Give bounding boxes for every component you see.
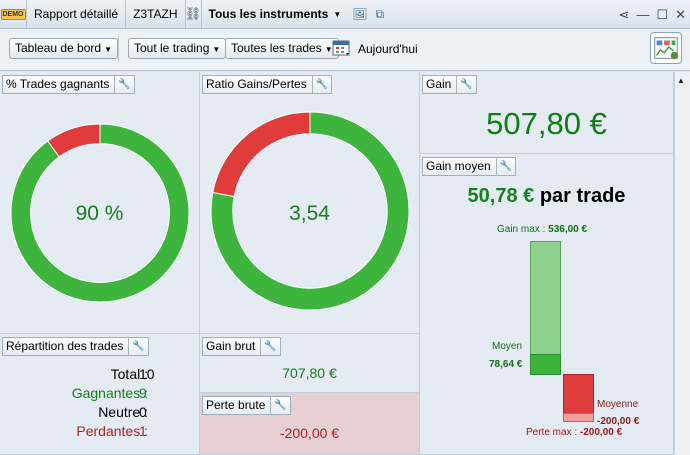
gross-loss-panel: Perte brute 🔧 -200,00 € [200, 393, 420, 455]
scroll-up-icon[interactable]: ▲ [677, 76, 685, 85]
avg-gain-amount: 78,64 € [489, 359, 523, 370]
avg-gain-header[interactable]: Gain moyen 🔧 [422, 157, 517, 176]
gross-gain-value: 707,80 € [282, 365, 337, 381]
ratio-green-slice [210, 111, 410, 311]
wrench-icon[interactable]: 🔧 [495, 158, 512, 175]
avg-gain-panel: Gain moyen 🔧 50,78 € par trade Gain max :… [420, 154, 674, 455]
ratio-red-slice [212, 111, 311, 198]
gain-panel: Gain 🔧 507,80 € [420, 72, 674, 154]
avg-gain-label: Moyen [492, 341, 523, 352]
minimize-icon[interactable]: — [636, 7, 650, 22]
avg-loss-label: Moyenne [597, 399, 639, 410]
win-rate-donut [10, 123, 190, 303]
win-rate-green-slice [10, 123, 190, 303]
toolbar-separator [118, 36, 119, 62]
win-rate-red-slice [46, 123, 101, 158]
gross-loss-value: -200,00 € [279, 425, 340, 441]
win-rate-header[interactable]: % Trades gagnants 🔧 [2, 75, 135, 94]
wrench-icon[interactable]: 🔧 [114, 76, 131, 93]
avg-gain-per-trade: 50,78 € par trade [467, 185, 626, 207]
wrench-icon[interactable]: 🔧 [311, 76, 328, 93]
wrench-icon[interactable]: 🔧 [260, 338, 277, 355]
trades-dropdown[interactable]: Toutes les trades ▼ [225, 38, 339, 59]
title-bar: DEMO Rapport détaillé Z3TAZH ⛓ Tous les … [0, 0, 690, 29]
gain-header[interactable]: Gain 🔧 [422, 75, 477, 94]
gain-value: 507,80 € [486, 106, 607, 141]
max-loss-bar [563, 413, 594, 422]
period-dropdown[interactable]: Aujourd'hui [358, 42, 418, 56]
close-icon[interactable]: ✕ [675, 6, 686, 22]
link-icon[interactable]: ⛓ [185, 0, 202, 29]
distribution-panel: Répartition des trades 🔧 Total :10 Gagnan… [0, 334, 200, 455]
avg-gain-bar [530, 354, 561, 375]
distribution-header[interactable]: Répartition des trades 🔧 [2, 337, 149, 356]
wrench-icon[interactable]: 🔧 [456, 76, 473, 93]
gross-loss-header[interactable]: Perte brute 🔧 [202, 396, 291, 415]
report-title: Rapport détaillé [27, 0, 127, 29]
ratio-header[interactable]: Ratio Gains/Pertes 🔧 [202, 75, 333, 94]
copy-icon[interactable]: ⧉ [375, 6, 385, 21]
ratio-value: 3,54 [289, 202, 330, 225]
vertical-scrollbar[interactable]: ▲ [674, 72, 690, 455]
trading-dropdown[interactable]: Tout le trading ▼ [128, 38, 227, 59]
calendar-icon[interactable] [332, 38, 352, 58]
image-icon[interactable]: 🖼 [352, 7, 368, 21]
dashboard-settings-icon[interactable] [650, 32, 682, 64]
avg-loss-amount: -200,00 € [597, 416, 640, 427]
max-gain-label: Gain max : 536,00 € [497, 224, 588, 235]
ratio-panel: Ratio Gains/Pertes 🔧 3,54 [200, 72, 420, 334]
maximize-icon[interactable]: ☐ [656, 6, 669, 22]
dashboard-dropdown[interactable]: Tableau de bord ▼ [9, 38, 118, 59]
win-rate-value: 90 % [75, 202, 124, 225]
wrench-icon[interactable]: 🔧 [128, 338, 145, 355]
win-rate-panel: % Trades gagnants 🔧 90 % [0, 72, 200, 334]
instruments-dropdown[interactable]: Tous les instruments ▼ [208, 7, 342, 21]
max-gain-bar [530, 241, 561, 375]
wrench-icon[interactable]: 🔧 [270, 397, 287, 414]
share-icon[interactable]: ⋖ [618, 6, 630, 22]
gross-gain-header[interactable]: Gain brut 🔧 [202, 337, 281, 356]
max-loss-label: Perte max : -200,00 € [526, 427, 623, 438]
demo-badge: DEMO [0, 0, 27, 29]
account-id[interactable]: Z3TAZH [126, 0, 186, 29]
toolbar: Tableau de bord ▼ Tout le trading ▼ Toutes… [0, 29, 690, 71]
gross-gain-panel: Gain brut 🔧 707,80 € [200, 334, 420, 393]
ratio-donut [210, 111, 410, 311]
